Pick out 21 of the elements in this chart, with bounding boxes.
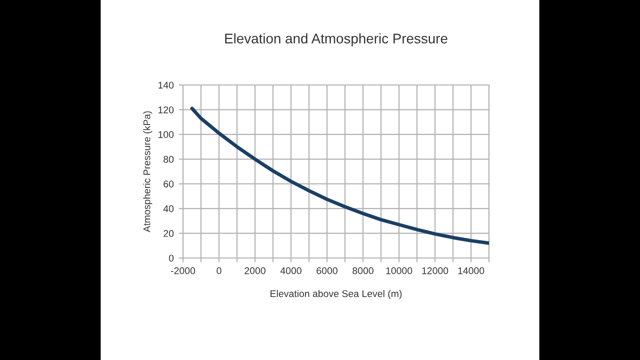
x-axis-title: Elevation above Sea Level (m) — [270, 290, 402, 300]
y-tick-label: 100 — [158, 131, 174, 138]
line-series — [190, 106, 489, 245]
y-tick-label: 140 — [158, 82, 174, 89]
x-tick-label: 12000 — [422, 267, 448, 274]
x-tick-label: -2000 — [171, 267, 196, 274]
y-tick-label: 40 — [163, 205, 174, 212]
x-tick-label: 8000 — [352, 267, 374, 274]
x-tick-label: 2000 — [244, 267, 266, 274]
x-tick-label: 14000 — [458, 267, 484, 274]
x-tick-label: 10000 — [386, 267, 412, 274]
y-tick-label: 0 — [168, 254, 174, 262]
x-tick-label: 4000 — [280, 267, 302, 274]
y-tick-label: 120 — [158, 106, 174, 114]
y-tick-label: 20 — [164, 230, 174, 237]
chart-title: Elevation and Atmospheric Pressure — [225, 33, 448, 46]
y-tick-label: 60 — [164, 180, 174, 188]
y-axis-title: Atmospheric Pressure (kPa) — [143, 111, 152, 232]
x-tick-label: 0 — [216, 267, 222, 274]
y-tick-label: 80 — [164, 156, 174, 163]
x-tick-label: 6000 — [316, 267, 338, 274]
